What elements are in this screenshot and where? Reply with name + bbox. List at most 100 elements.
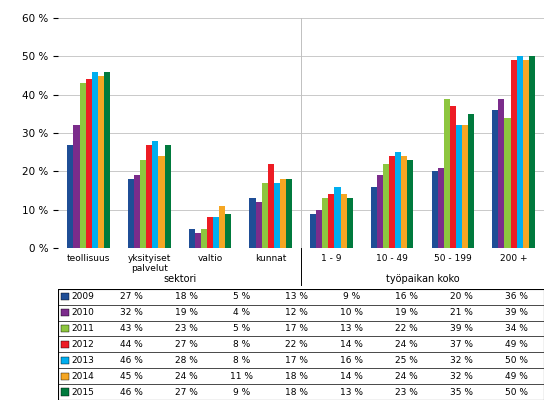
Text: 22 %: 22 % [395,324,418,333]
Text: 5 %: 5 % [233,324,250,333]
Bar [98,76,104,248]
Text: 44 %: 44 % [120,340,143,349]
Text: 50 - 199: 50 - 199 [434,254,472,263]
Text: 45 %: 45 % [120,372,143,381]
Bar [407,160,413,248]
Text: 11 %: 11 % [230,372,253,381]
Bar [335,187,341,248]
Text: kunnat: kunnat [255,254,286,263]
Text: 5 %: 5 % [233,292,250,301]
Bar [371,187,377,248]
Text: 23 %: 23 % [175,324,198,333]
Bar [61,388,69,396]
Bar [329,194,335,248]
Text: 36 %: 36 % [505,292,528,301]
Text: 2011: 2011 [71,324,94,333]
Text: 24 %: 24 % [395,372,418,381]
Bar [438,168,444,248]
Bar [225,214,231,248]
Text: 39 %: 39 % [450,324,473,333]
Text: 10 %: 10 % [340,308,363,317]
Bar [189,229,195,248]
Bar [456,125,462,248]
Bar [61,325,69,332]
Text: 13 %: 13 % [340,388,363,396]
Bar [219,206,225,248]
Text: 49 %: 49 % [505,340,528,349]
Bar [341,194,347,248]
Text: 23 %: 23 % [395,388,418,396]
Text: 46 %: 46 % [120,356,143,365]
Text: 17 %: 17 % [285,356,308,365]
Bar [61,309,69,316]
Text: 10 - 49: 10 - 49 [376,254,408,263]
Text: 27 %: 27 % [175,340,198,349]
Text: 2009: 2009 [71,292,94,301]
Bar [347,198,352,248]
Text: teollisuus: teollisuus [67,254,110,263]
Bar [92,72,98,248]
Bar [274,183,280,248]
Bar [377,175,383,248]
Bar [79,83,85,248]
Text: 37 %: 37 % [450,340,473,349]
Text: 18 %: 18 % [175,292,198,301]
Text: 13 %: 13 % [285,292,308,301]
Text: 27 %: 27 % [175,388,198,396]
Text: työpaikan koko: työpaikan koko [386,274,460,284]
Text: 18 %: 18 % [285,388,308,396]
Bar [529,56,535,248]
Text: 16 %: 16 % [340,356,363,365]
Bar [61,341,69,348]
Bar [517,56,523,248]
Bar [153,141,158,248]
Text: 18 %: 18 % [285,372,308,381]
Bar [523,60,529,248]
Bar [67,144,73,248]
Bar [468,114,474,248]
Text: 50 %: 50 % [505,388,528,396]
Bar [395,152,401,248]
Bar [432,171,438,248]
Text: 24 %: 24 % [175,372,198,381]
Bar [498,98,504,248]
Text: 200 +: 200 + [500,254,527,263]
Bar [255,202,261,248]
Text: sektori: sektori [163,274,196,284]
Text: 13 %: 13 % [340,324,363,333]
Text: 28 %: 28 % [175,356,198,365]
Bar [164,144,170,248]
Text: 35 %: 35 % [450,388,473,396]
Text: 19 %: 19 % [175,308,198,317]
Bar [280,179,286,248]
Text: 9 %: 9 % [343,292,360,301]
Bar [286,179,292,248]
Bar [213,217,219,248]
Text: 8 %: 8 % [233,356,250,365]
Text: 2014: 2014 [71,372,94,381]
Bar [462,125,468,248]
Text: valtio: valtio [198,254,223,263]
Text: 46 %: 46 % [120,388,143,396]
Text: 14 %: 14 % [340,372,363,381]
Bar [389,156,395,248]
Text: 32 %: 32 % [450,356,473,365]
Text: 43 %: 43 % [120,324,143,333]
Bar [201,229,207,248]
Bar [134,175,140,248]
Text: 39 %: 39 % [505,308,528,317]
Bar [61,357,69,364]
Bar [73,125,79,248]
Text: yksityiset
palvelut: yksityiset palvelut [128,254,171,273]
Bar [268,164,274,248]
Bar [492,110,498,248]
Bar [511,60,517,248]
Text: 2015: 2015 [71,388,94,396]
Bar [322,198,329,248]
Text: 12 %: 12 % [285,308,308,317]
Text: 34 %: 34 % [505,324,528,333]
Bar [250,198,255,248]
Text: 9 %: 9 % [233,388,250,396]
Text: 17 %: 17 % [285,324,308,333]
Bar [261,183,268,248]
